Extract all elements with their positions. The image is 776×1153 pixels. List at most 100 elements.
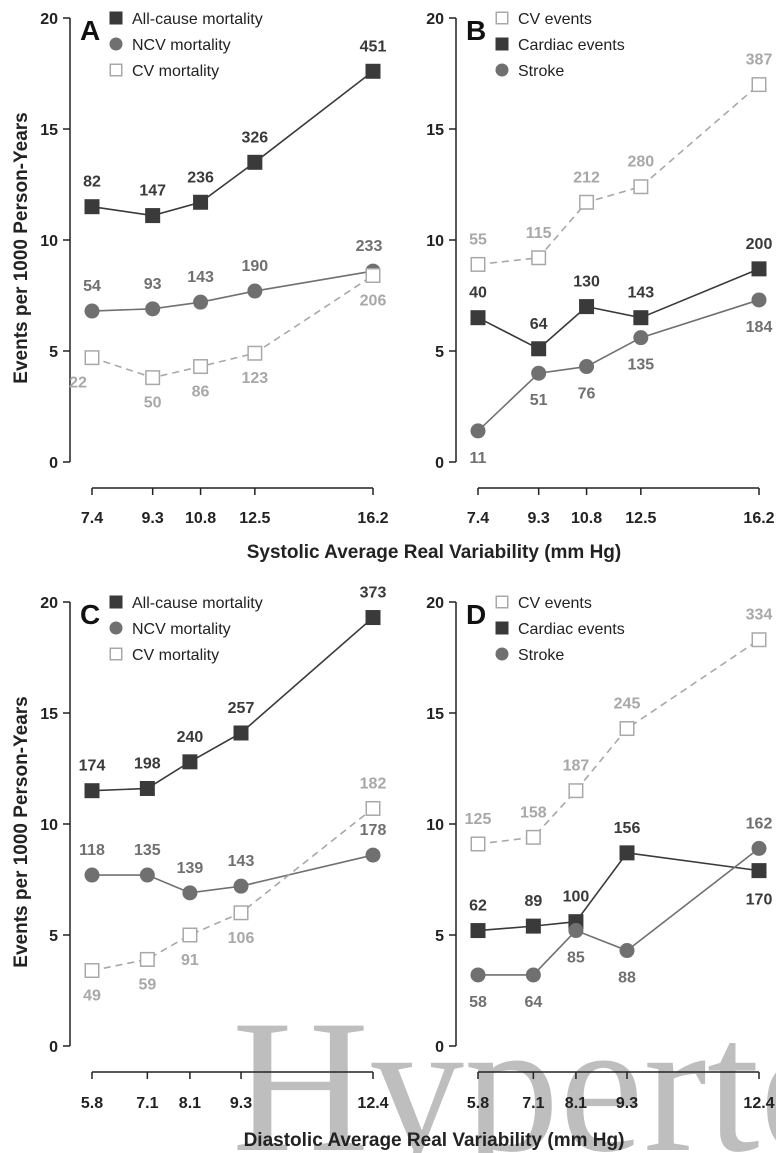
data-label: 40 <box>469 285 487 302</box>
series-line <box>91 270 374 312</box>
data-point <box>751 863 767 879</box>
data-point <box>365 847 381 863</box>
legend-entry: CV mortality <box>132 63 219 80</box>
y-tick-label: 15 <box>40 122 58 139</box>
data-point <box>84 303 100 319</box>
legend-marker <box>109 647 123 661</box>
data-point <box>365 610 381 626</box>
data-point <box>365 63 381 79</box>
panel-c: 0 5 10 15 20 5.8 7.1 8.1 9.3 12.4 174 198 240 257 373 1… <box>40 585 388 1112</box>
series-line <box>477 852 760 932</box>
data-point <box>365 800 381 816</box>
data-label: 118 <box>79 842 105 859</box>
y-tick-label: 0 <box>49 455 58 472</box>
data-point <box>84 963 100 979</box>
legend-marker <box>109 595 123 609</box>
data-point <box>579 359 595 375</box>
data-point <box>247 345 263 361</box>
data-label: 451 <box>360 38 387 55</box>
data-label: 187 <box>563 758 590 775</box>
x-tick-label: 7.4 <box>81 510 103 527</box>
x-tick-label: 16.2 <box>357 510 388 527</box>
data-point <box>139 780 155 796</box>
data-label: 51 <box>530 392 548 409</box>
data-point <box>182 927 198 943</box>
data-label: 170 <box>746 892 773 909</box>
data-label: 233 <box>356 238 383 255</box>
x-tick-label: 9.3 <box>142 510 164 527</box>
data-point <box>751 77 767 93</box>
data-label: 85 <box>567 950 585 967</box>
y-tick-label: 10 <box>40 233 58 250</box>
data-point <box>139 951 155 967</box>
data-label: 76 <box>578 386 596 403</box>
y-tick-label: 5 <box>435 344 444 361</box>
data-label: 245 <box>614 696 641 713</box>
data-point <box>470 310 486 326</box>
data-label: 91 <box>181 952 199 969</box>
data-point <box>531 250 547 266</box>
series-line <box>477 639 760 845</box>
data-label: 158 <box>520 804 547 821</box>
data-label: 93 <box>144 276 162 293</box>
data-label: 240 <box>177 729 204 746</box>
legend-marker <box>109 11 123 25</box>
data-point <box>525 829 541 845</box>
legend-marker <box>109 621 123 635</box>
data-point <box>531 365 547 381</box>
data-label: 135 <box>628 357 655 374</box>
data-point <box>84 199 100 215</box>
data-point <box>182 885 198 901</box>
panel-b: 0 5 10 15 20 7.4 9.3 10.8 12.5 16.2 55 115 212 280 387… <box>426 11 774 527</box>
data-label: 130 <box>573 274 600 291</box>
data-label: 125 <box>465 811 492 828</box>
series-line <box>477 299 760 432</box>
data-point <box>233 905 249 921</box>
y-tick-label: 5 <box>435 928 444 945</box>
data-label: 147 <box>139 183 166 200</box>
data-point <box>470 967 486 983</box>
panel-d: 0 5 10 15 20 5.8 7.1 8.1 9.3 12.4 125 158 187 245 334 6… <box>426 595 774 1112</box>
data-point <box>193 294 209 310</box>
data-label: 198 <box>134 755 161 772</box>
data-point <box>233 725 249 741</box>
data-label: 86 <box>192 384 210 401</box>
data-label: 143 <box>187 269 214 286</box>
data-label: 123 <box>242 370 269 387</box>
data-label: 49 <box>83 988 101 1005</box>
data-point <box>233 878 249 894</box>
data-point <box>568 783 584 799</box>
data-point <box>579 299 595 315</box>
data-label: 59 <box>138 976 156 993</box>
data-label: 64 <box>524 994 542 1011</box>
x-tick-label: 9.3 <box>528 510 550 527</box>
data-label: 162 <box>746 815 773 832</box>
legend-entry: NCV mortality <box>132 621 231 638</box>
data-point <box>145 370 161 386</box>
x-tick-label: 16.2 <box>743 510 774 527</box>
data-label: 200 <box>746 236 773 253</box>
x-tick-label: 7.4 <box>467 510 489 527</box>
legend-entry: CV mortality <box>132 647 219 664</box>
x-tick-label: 12.5 <box>239 510 270 527</box>
y-tick-label: 10 <box>426 233 444 250</box>
y-tick-label: 10 <box>40 817 58 834</box>
data-point <box>619 845 635 861</box>
legend-marker <box>109 37 123 51</box>
x-tick-label: 12.4 <box>743 1095 774 1112</box>
data-point <box>182 754 198 770</box>
x-axis-title-bottom: Diastolic Average Real Variability (mm H… <box>244 1130 625 1151</box>
data-point <box>470 256 486 272</box>
data-label: 55 <box>469 231 487 248</box>
legend-entry: Stroke <box>518 63 564 80</box>
y-axis-title-top: Events per 1000 Person-Years <box>11 112 32 383</box>
data-label: 54 <box>83 278 101 295</box>
data-label: 22 <box>69 375 87 392</box>
legend-marker <box>109 63 123 77</box>
panel-letter: C <box>80 599 100 630</box>
x-tick-label: 12.5 <box>625 510 656 527</box>
panel-letter: A <box>80 15 100 46</box>
legend-entry: CV events <box>518 595 592 612</box>
y-axis-title-bottom: Events per 1000 Person-Years <box>11 696 32 967</box>
